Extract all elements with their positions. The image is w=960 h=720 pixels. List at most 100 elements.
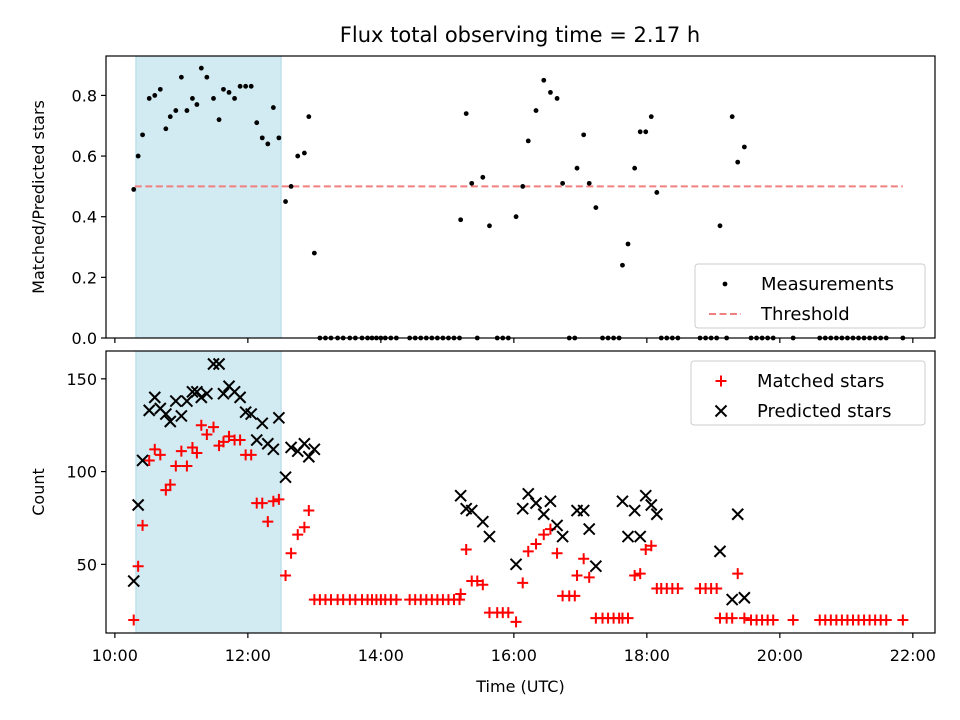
legend: Measurements Threshold <box>694 263 926 329</box>
data-point <box>520 183 526 189</box>
data-point <box>583 571 595 583</box>
data-point <box>469 180 475 186</box>
data-point <box>245 449 257 461</box>
data-point <box>184 108 190 113</box>
data-point <box>140 132 145 138</box>
data-point <box>127 574 140 588</box>
legend-marker <box>714 404 728 418</box>
data-point <box>735 159 741 165</box>
data-point <box>200 387 214 400</box>
legend-marker <box>715 375 727 387</box>
data-point <box>717 223 723 229</box>
data-point <box>128 614 140 626</box>
data-point <box>160 484 172 496</box>
data-point <box>726 612 738 624</box>
data-point <box>143 404 156 417</box>
legend: Matched stars Predicted stars <box>690 360 926 426</box>
data-point <box>574 165 580 171</box>
data-point <box>170 460 182 472</box>
data-point <box>204 74 210 80</box>
data-point <box>581 132 587 138</box>
data-point <box>159 407 173 421</box>
data-point <box>454 489 467 502</box>
data-point <box>306 114 312 120</box>
data-point <box>256 497 268 509</box>
y-tick-label: 0.8 <box>72 86 97 105</box>
data-point <box>480 174 486 180</box>
data-point <box>645 498 658 512</box>
data-point <box>767 614 779 626</box>
data-point <box>578 553 590 565</box>
x-axis-label: Time (UTC) <box>475 677 564 696</box>
data-point <box>455 588 467 600</box>
data-point <box>569 590 581 602</box>
data-point <box>628 504 641 517</box>
data-point <box>513 214 519 220</box>
y-tick-label: 0.2 <box>72 268 97 287</box>
data-point <box>298 521 310 533</box>
data-point <box>639 489 652 502</box>
data-point <box>298 437 311 450</box>
data-point <box>207 357 220 371</box>
data-point <box>157 86 163 92</box>
data-point <box>650 508 664 521</box>
top-panel: 0.0 0.2 0.4 0.6 0.8 Matched/Predicted stars Me… <box>29 55 936 348</box>
data-point <box>530 538 542 550</box>
y-tick-label: 50 <box>77 555 97 574</box>
data-point <box>672 582 684 594</box>
data-point <box>529 496 543 510</box>
data-point <box>169 394 183 408</box>
data-point <box>308 443 321 456</box>
x-tick-label: 16:00 <box>491 646 537 665</box>
data-point <box>178 74 184 80</box>
data-point <box>711 582 723 594</box>
data-point <box>262 516 274 528</box>
data-point <box>556 530 569 543</box>
x-tick-label: 14:00 <box>358 646 404 665</box>
data-point <box>175 445 187 457</box>
data-point <box>458 217 464 223</box>
y-axis-label: Count <box>29 468 48 516</box>
data-point <box>135 153 141 159</box>
data-point <box>243 83 249 89</box>
data-point <box>593 205 599 211</box>
data-point <box>454 594 466 606</box>
data-point <box>212 357 226 371</box>
data-point <box>483 530 496 543</box>
data-point <box>181 460 193 472</box>
data-point <box>270 105 276 110</box>
data-point <box>571 569 583 581</box>
data-point <box>538 529 550 541</box>
data-point <box>637 129 643 135</box>
data-point <box>190 96 195 101</box>
data-point <box>248 83 254 89</box>
data-point <box>654 190 660 195</box>
data-point <box>522 487 535 501</box>
observing-interval-band <box>135 350 282 634</box>
data-point <box>267 443 280 456</box>
y-tick-label: 0.0 <box>72 329 97 348</box>
data-point <box>731 508 744 521</box>
data-point <box>502 607 514 619</box>
data-point <box>191 447 203 459</box>
data-point <box>148 391 161 404</box>
data-point <box>577 504 590 517</box>
legend-box <box>690 360 926 426</box>
data-point <box>186 385 199 399</box>
data-point <box>131 187 137 192</box>
legend-label: Matched stars <box>757 371 884 392</box>
data-point <box>460 544 472 556</box>
data-point <box>560 180 566 186</box>
data-point <box>629 569 641 581</box>
data-point <box>194 102 200 107</box>
data-point <box>208 421 220 433</box>
legend-label: Threshold <box>760 304 850 325</box>
data-point <box>163 126 169 132</box>
data-point <box>311 250 317 256</box>
data-point <box>465 504 478 517</box>
y-tick-label: 0.6 <box>72 147 97 166</box>
data-point <box>586 180 592 186</box>
data-point <box>522 545 534 557</box>
y-tick-label: 100 <box>66 463 97 482</box>
